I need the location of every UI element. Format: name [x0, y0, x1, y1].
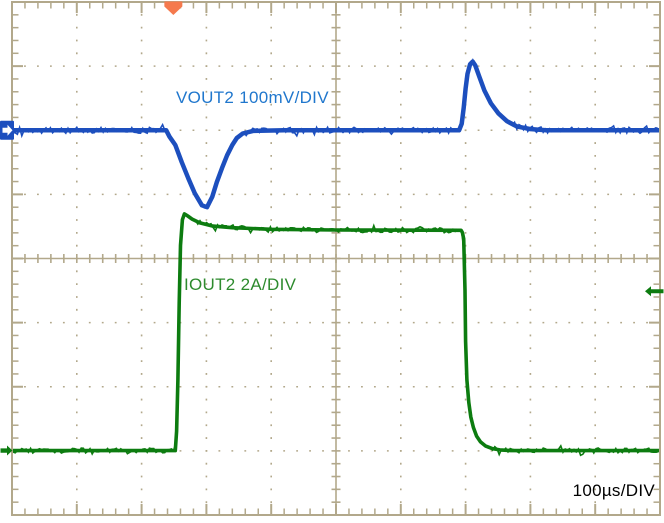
trigger-marker-icon: [164, 1, 183, 15]
iout2-ground-marker-icon: [0, 445, 13, 456]
iout2-channel-label: IOUT2 2A/DIV: [184, 275, 297, 294]
right-reference-marker-icon: [645, 286, 664, 297]
timebase-label: 100µs/DIV: [572, 481, 655, 500]
vout2-trace-noise: [13, 58, 658, 209]
vout2-ground-arrow-icon: [2, 124, 13, 136]
vout2-channel-label: VOUT2 100mV/DIV: [176, 88, 329, 107]
iout2-trace-noise: [13, 213, 658, 457]
